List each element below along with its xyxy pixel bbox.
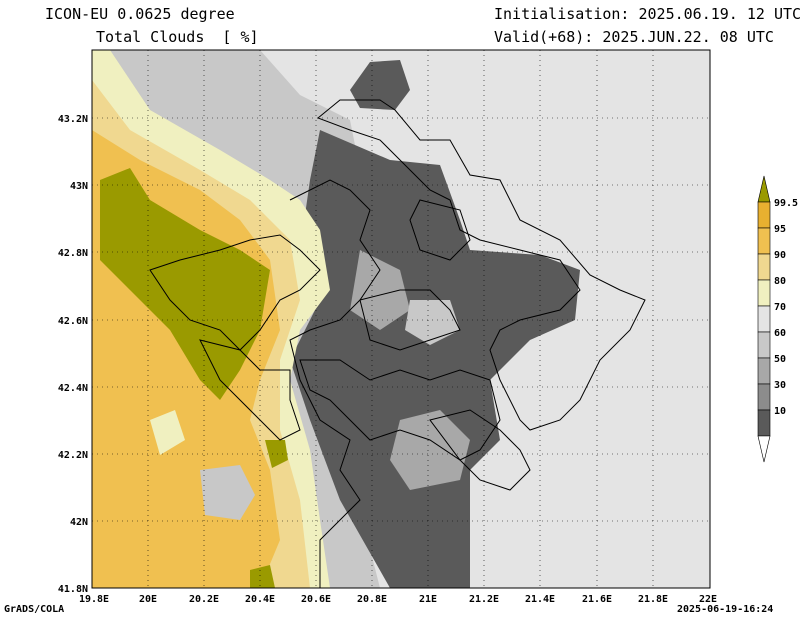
valid-time: Valid(+68): 2025.JUN.22. 08 UTC: [494, 28, 774, 46]
lon-label: 20.8E: [357, 594, 387, 605]
borders: [149, 99, 646, 588]
lat-label: 42.6N: [58, 316, 88, 327]
colorbar-segment: [757, 253, 771, 281]
colorbar-label: 60: [774, 328, 786, 339]
colorbar-label: 95: [774, 224, 786, 235]
lat-label: 42.2N: [58, 450, 88, 461]
model-title: ICON-EU 0.0625 degree: [45, 5, 235, 23]
init-time: Initialisation: 2025.06.19. 12 UTC: [494, 5, 800, 23]
lon-label: 21E: [419, 594, 437, 605]
colorbar: 99.5 95 90 80 70 60 50 30 10: [757, 175, 798, 463]
graticule: [92, 50, 710, 588]
lat-label: 43N: [70, 181, 88, 192]
lon-label: 19.8E: [79, 594, 109, 605]
colorbar-segment: [757, 409, 771, 437]
credit: GrADS/COLA: [4, 604, 65, 615]
latitude-labels: 41.8N 42N 42.2N 42.4N 42.6N 42.8N 43N 43…: [58, 114, 88, 595]
lat-label: 42.8N: [58, 248, 88, 259]
lon-label: 22E: [699, 594, 717, 605]
lon-label: 21.8E: [638, 594, 668, 605]
colorbar-segment: [757, 279, 771, 307]
colorbar-label: 50: [774, 354, 786, 365]
lat-label: 42N: [70, 517, 88, 528]
colorbar-segment: [757, 383, 771, 411]
lon-label: 21.4E: [525, 594, 555, 605]
lon-label: 20.2E: [189, 594, 219, 605]
colorbar-label: 80: [774, 276, 786, 287]
colorbar-segment: [757, 201, 771, 229]
longitude-labels: 19.8E 20E 20.2E 20.4E 20.6E 20.8E 21E 21…: [79, 594, 717, 605]
colorbar-segment: [757, 175, 771, 203]
colorbar-segment: [757, 331, 771, 359]
colorbar-label: 10: [774, 406, 786, 417]
lon-label: 21.2E: [469, 594, 499, 605]
lon-label: 20E: [139, 594, 157, 605]
lat-label: 42.4N: [58, 383, 88, 394]
colorbar-label: 30: [774, 380, 786, 391]
lon-label: 21.6E: [582, 594, 612, 605]
colorbar-segment: [757, 227, 771, 255]
map-frame: [91, 49, 711, 589]
lon-label: 20.6E: [301, 594, 331, 605]
colorbar-label: 90: [774, 250, 786, 261]
variable-title: Total Clouds [ %]: [96, 28, 259, 46]
cloud-fields: [92, 50, 710, 588]
colorbar-label: 99.5: [774, 198, 798, 209]
lat-label: 41.8N: [58, 584, 88, 595]
colorbar-segment: [757, 305, 771, 333]
colorbar-label: 70: [774, 302, 786, 313]
colorbar-segment: [757, 357, 771, 385]
timestamp: 2025-06-19-16:24: [677, 604, 774, 615]
lat-label: 43.2N: [58, 114, 88, 125]
colorbar-segment: [757, 435, 771, 463]
lon-label: 20.4E: [245, 594, 275, 605]
